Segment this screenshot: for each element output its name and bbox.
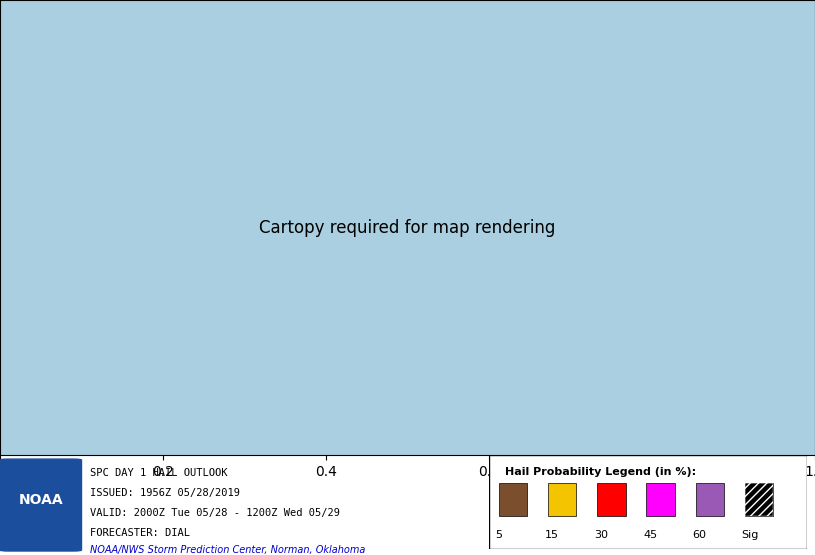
Bar [646,483,675,516]
Text: Cartopy required for map rendering: Cartopy required for map rendering [259,219,556,236]
Text: 45: 45 [643,530,657,541]
Text: VALID: 2000Z Tue 05/28 - 1200Z Wed 05/29: VALID: 2000Z Tue 05/28 - 1200Z Wed 05/29 [90,508,340,518]
Text: 5: 5 [496,530,502,541]
Bar [597,483,626,516]
Text: NOAA/NWS Storm Prediction Center, Norman, Oklahoma: NOAA/NWS Storm Prediction Center, Norman… [90,545,365,555]
Text: 15: 15 [544,530,558,541]
Text: 30: 30 [594,530,608,541]
Text: NOAA: NOAA [19,493,63,507]
Text: FORECASTER: DIAL: FORECASTER: DIAL [90,528,190,538]
Text: Sig: Sig [742,530,759,541]
Text: SPC DAY 1 HAIL OUTLOOK: SPC DAY 1 HAIL OUTLOOK [90,468,227,478]
Bar [548,483,576,516]
Text: Hail Probability Legend (in %):: Hail Probability Legend (in %): [505,467,696,477]
Bar [696,483,725,516]
Bar [745,483,773,516]
Text: 60: 60 [693,530,707,541]
Bar [745,483,773,516]
FancyBboxPatch shape [0,459,82,551]
Text: ISSUED: 1956Z 05/28/2019: ISSUED: 1956Z 05/28/2019 [90,488,240,498]
Bar [499,483,527,516]
